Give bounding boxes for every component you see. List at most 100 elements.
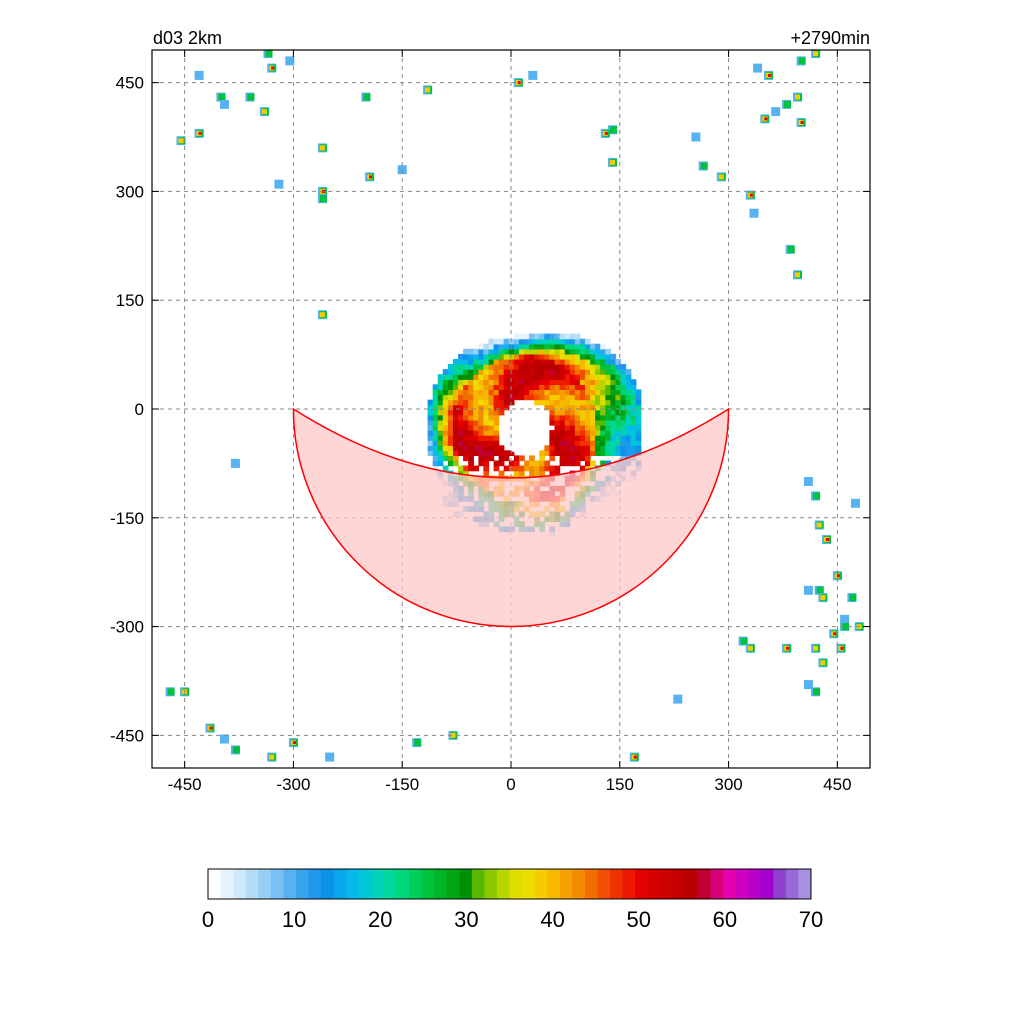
reflectivity-pixel xyxy=(554,414,561,421)
reflectivity-pixel xyxy=(427,404,434,411)
reflectivity-pixel xyxy=(554,374,561,380)
reflectivity-pixel xyxy=(600,425,606,431)
reflectivity-pixel xyxy=(432,465,439,472)
reflectivity-pixel xyxy=(493,379,500,385)
reflectivity-pixel xyxy=(473,404,479,411)
reflectivity-pixel xyxy=(508,394,515,401)
reflectivity-pixel xyxy=(447,445,454,451)
reflectivity-pixel xyxy=(539,353,545,360)
reflectivity-pixel xyxy=(503,353,510,360)
reflectivity-pixel xyxy=(630,435,637,441)
reflectivity-pixel xyxy=(458,470,464,477)
reflectivity-pixel xyxy=(493,384,500,390)
reflectivity-pixel xyxy=(453,369,459,375)
reflectivity-pixel xyxy=(574,414,581,421)
reflectivity-pixel xyxy=(574,394,581,401)
colorbar-swatch xyxy=(773,869,787,899)
x-tick-label: -150 xyxy=(385,775,419,794)
reflectivity-pixel xyxy=(463,379,469,385)
x-tick-label: -450 xyxy=(168,775,202,794)
reflectivity-pixel xyxy=(442,465,449,472)
reflectivity-pixel xyxy=(569,435,576,441)
reflectivity-pixel xyxy=(488,414,495,421)
reflectivity-pixel xyxy=(564,445,571,451)
reflectivity-pixel xyxy=(574,399,581,406)
reflectivity-pixel xyxy=(625,369,632,375)
reflectivity-pixel xyxy=(534,364,540,370)
reflectivity-pixel xyxy=(498,399,505,406)
reflectivity-pixel xyxy=(630,409,637,416)
convective-cell xyxy=(600,128,610,138)
reflectivity-pixel xyxy=(468,364,474,370)
reflectivity-pixel xyxy=(437,450,444,456)
reflectivity-pixel xyxy=(595,450,601,456)
colorbar-swatch xyxy=(383,869,397,899)
reflectivity-pixel xyxy=(503,455,510,462)
reflectivity-pixel xyxy=(483,440,490,446)
reflectivity-pixel xyxy=(437,379,444,385)
reflectivity-pixel xyxy=(529,338,535,345)
reflectivity-pixel xyxy=(620,409,627,416)
reflectivity-pixel xyxy=(473,369,479,375)
reflectivity-pixel xyxy=(463,389,469,396)
reflectivity-pixel xyxy=(600,440,606,446)
reflectivity-pixel xyxy=(447,374,454,380)
reflectivity-pixel xyxy=(483,379,490,385)
reflectivity-pixel xyxy=(549,399,556,406)
reflectivity-pixel xyxy=(473,450,479,456)
reflectivity-pixel xyxy=(427,399,434,406)
reflectivity-pixel xyxy=(513,455,520,462)
reflectivity-pixel xyxy=(605,384,611,390)
reflectivity-pixel xyxy=(463,359,469,365)
convective-cell xyxy=(832,571,842,581)
colorbar-tick-label: 30 xyxy=(454,907,478,932)
reflectivity-pixel xyxy=(468,450,474,456)
reflectivity-pixel xyxy=(625,450,632,456)
reflectivity-pixel xyxy=(615,389,622,396)
reflectivity-pixel xyxy=(458,389,464,396)
reflectivity-pixel xyxy=(508,384,515,390)
reflectivity-pixel xyxy=(427,445,434,451)
reflectivity-pixel xyxy=(503,404,510,411)
reflectivity-pixel xyxy=(483,384,490,390)
reflectivity-pixel xyxy=(442,404,449,411)
reflectivity-pixel xyxy=(447,364,454,370)
reflectivity-pixel xyxy=(513,364,520,370)
reflectivity-pixel xyxy=(605,394,611,401)
reflectivity-pixel xyxy=(564,394,571,401)
colorbar-swatch xyxy=(685,869,699,899)
reflectivity-pixel xyxy=(554,394,561,401)
convective-cell xyxy=(851,498,860,508)
reflectivity-pixel xyxy=(503,399,510,406)
reflectivity-pixel xyxy=(610,369,617,375)
reflectivity-pixel xyxy=(463,394,469,401)
colorbar-swatch xyxy=(496,869,510,899)
convective-cell xyxy=(317,143,327,153)
reflectivity-pixel xyxy=(488,364,495,370)
reflectivity-pixel xyxy=(574,419,581,426)
reflectivity-pixel xyxy=(610,399,617,406)
colorbar-swatch xyxy=(635,869,649,899)
reflectivity-pixel xyxy=(554,409,561,416)
reflectivity-pixel xyxy=(564,389,571,396)
reflectivity-pixel xyxy=(498,409,505,416)
reflectivity-pixel xyxy=(554,389,561,396)
reflectivity-pixel xyxy=(635,440,642,446)
reflectivity-pixel xyxy=(554,369,561,375)
reflectivity-pixel xyxy=(569,404,576,411)
convective-cell xyxy=(847,593,857,603)
reflectivity-pixel xyxy=(595,409,601,416)
reflectivity-pixel xyxy=(488,404,495,411)
reflectivity-pixel xyxy=(534,343,540,350)
reflectivity-pixel xyxy=(529,389,535,396)
reflectivity-pixel xyxy=(442,455,449,462)
reflectivity-pixel xyxy=(569,333,576,340)
reflectivity-pixel xyxy=(569,445,576,451)
reflectivity-pixel xyxy=(574,404,581,411)
reflectivity-pixel xyxy=(483,364,490,370)
reflectivity-pixel xyxy=(600,384,606,390)
reflectivity-pixel xyxy=(595,374,601,380)
reflectivity-pixel xyxy=(513,333,520,340)
reflectivity-pixel xyxy=(564,359,571,365)
reflectivity-pixel xyxy=(549,394,556,401)
